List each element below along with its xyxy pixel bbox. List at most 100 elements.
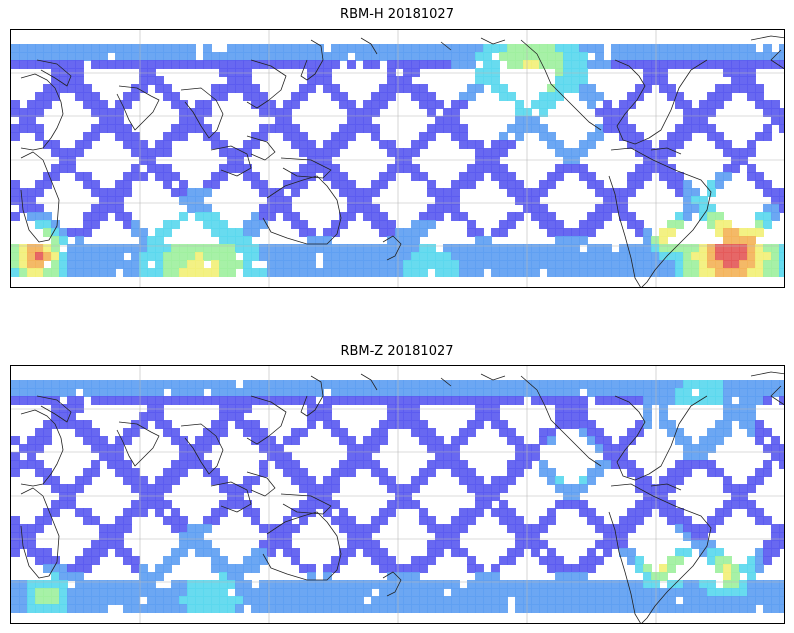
swath-cell bbox=[347, 604, 356, 613]
swath-cell bbox=[643, 476, 652, 485]
swath-cell bbox=[155, 420, 164, 429]
swath-cell bbox=[771, 244, 780, 253]
swath-cell bbox=[211, 212, 220, 221]
swath-cell bbox=[187, 116, 196, 125]
swath-cell bbox=[747, 68, 756, 77]
swath-cell bbox=[11, 540, 20, 549]
swath-cell bbox=[699, 268, 708, 277]
swath-cell bbox=[627, 180, 636, 189]
swath-cell bbox=[483, 244, 492, 253]
swath-cell bbox=[179, 396, 188, 405]
swath-cell bbox=[683, 132, 692, 141]
swath-cell bbox=[507, 188, 516, 197]
swath-cell bbox=[115, 124, 124, 133]
swath-cell bbox=[395, 412, 404, 421]
swath-cell bbox=[35, 436, 44, 445]
swath-cell bbox=[459, 52, 468, 61]
swath-cell bbox=[35, 132, 44, 141]
swath-cell bbox=[699, 100, 708, 109]
swath-cell bbox=[307, 84, 316, 93]
swath-cell bbox=[555, 220, 564, 229]
swath-cell bbox=[451, 60, 460, 69]
swath-cell bbox=[131, 476, 140, 485]
swath-cell bbox=[219, 428, 228, 437]
swath-cell bbox=[459, 468, 468, 477]
swath-cell bbox=[179, 244, 188, 253]
swath-cell bbox=[307, 244, 316, 253]
coastline-path bbox=[20, 73, 64, 151]
swath-cell bbox=[771, 524, 780, 533]
swath-cell bbox=[339, 588, 348, 597]
swath-cell bbox=[315, 380, 324, 389]
swath-cell bbox=[387, 60, 396, 69]
swath-cell bbox=[755, 588, 764, 597]
swath-cell bbox=[771, 196, 780, 205]
swath-cell bbox=[451, 468, 460, 477]
swath-cell bbox=[59, 484, 68, 493]
panel-title-rbm-z: RBM-Z 20181027 bbox=[340, 344, 454, 359]
swath-cell bbox=[163, 228, 172, 237]
swath-cell bbox=[579, 604, 588, 613]
swath-cell bbox=[611, 252, 620, 261]
swath-cell bbox=[563, 412, 572, 421]
swath-cell bbox=[619, 100, 628, 109]
swath-cell bbox=[715, 508, 724, 517]
swath-cell bbox=[11, 548, 20, 557]
swath-cell bbox=[715, 396, 724, 405]
swath-cell bbox=[675, 388, 684, 397]
swath-cell bbox=[411, 164, 420, 173]
swath-cell bbox=[267, 452, 276, 461]
swath-cell bbox=[219, 236, 228, 245]
swath-cell bbox=[643, 500, 652, 509]
swath-cell bbox=[107, 596, 116, 605]
swath-cell bbox=[763, 60, 772, 69]
swath-cell bbox=[379, 228, 388, 237]
swath-cell bbox=[723, 596, 732, 605]
swath-cell bbox=[483, 148, 492, 157]
swath-cell bbox=[747, 76, 756, 85]
swath-cell bbox=[419, 468, 428, 477]
swath-cell bbox=[251, 212, 260, 221]
swath-cell bbox=[603, 260, 612, 269]
swath-cell bbox=[451, 388, 460, 397]
swath-cell bbox=[355, 460, 364, 469]
swath-cell bbox=[323, 52, 332, 61]
swath-cell bbox=[131, 484, 140, 493]
swath-cell bbox=[259, 92, 268, 101]
swath-cell bbox=[267, 244, 276, 253]
swath-cell bbox=[579, 252, 588, 261]
swath-cell bbox=[491, 172, 500, 181]
swath-cell bbox=[659, 396, 668, 405]
swath-cell bbox=[707, 244, 716, 253]
swath-cell bbox=[499, 380, 508, 389]
swath-cell bbox=[171, 260, 180, 269]
swath-cell bbox=[123, 596, 132, 605]
swath-cell bbox=[515, 596, 524, 605]
swath-cell bbox=[779, 380, 784, 389]
swath-cell bbox=[723, 380, 732, 389]
swath-cell bbox=[619, 132, 628, 141]
swath-cell bbox=[75, 148, 84, 157]
swath-cell bbox=[723, 52, 732, 61]
swath-cell bbox=[563, 588, 572, 597]
swath-cell bbox=[355, 44, 364, 53]
swath-cell bbox=[283, 100, 292, 109]
swath-cell bbox=[667, 220, 676, 229]
swath-cell bbox=[499, 228, 508, 237]
swath-cell bbox=[339, 132, 348, 141]
swath-cell bbox=[283, 108, 292, 117]
swath-cell bbox=[779, 388, 784, 397]
swath-cell bbox=[707, 220, 716, 229]
coastline-path bbox=[300, 39, 324, 81]
swath-cell bbox=[579, 396, 588, 405]
swath-cell bbox=[643, 260, 652, 269]
swath-cell bbox=[651, 60, 660, 69]
swath-cell bbox=[195, 396, 204, 405]
swath-cell bbox=[35, 108, 44, 117]
swath-cell bbox=[627, 172, 636, 181]
swath-cell bbox=[451, 100, 460, 109]
swath-cell bbox=[707, 556, 716, 565]
swath-cell bbox=[731, 492, 740, 501]
swath-cell bbox=[619, 60, 628, 69]
swath-cell bbox=[683, 580, 692, 589]
